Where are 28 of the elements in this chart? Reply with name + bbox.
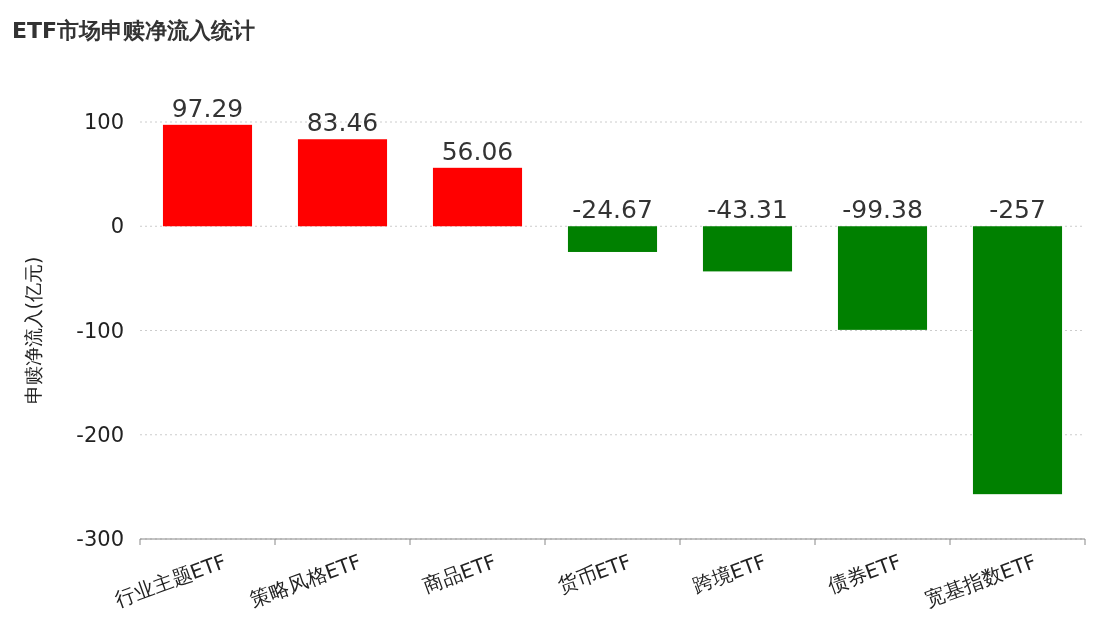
bar <box>972 226 1063 495</box>
y-tick-label: 100 <box>83 110 124 134</box>
data-label: -99.38 <box>842 195 923 225</box>
x-tick-label: 债券ETF <box>824 549 905 598</box>
x-tick-label: 策略风格ETF <box>246 549 365 612</box>
data-label: 56.06 <box>441 136 514 166</box>
data-label: -43.31 <box>707 195 788 225</box>
bar <box>702 226 793 272</box>
data-label: -24.67 <box>572 195 653 225</box>
bar <box>297 139 388 227</box>
y-tick-label: -100 <box>76 318 124 343</box>
x-tick-label: 跨境ETF <box>689 549 770 598</box>
bar <box>432 167 523 227</box>
bar <box>837 226 928 330</box>
y-tick-label: -200 <box>76 422 124 447</box>
data-label: 97.29 <box>171 93 244 123</box>
x-tick-label: 商品ETF <box>419 549 500 598</box>
y-axis-title: 申赎净流入(亿元) <box>22 256 44 405</box>
x-tick-label: 行业主题ETF <box>111 549 230 612</box>
data-label: -257 <box>989 195 1046 225</box>
bar <box>567 226 658 252</box>
bar <box>162 124 253 227</box>
y-tick-label: 0 <box>110 214 124 239</box>
data-label: 83.46 <box>306 108 379 138</box>
y-tick-label: -300 <box>76 527 124 551</box>
x-tick-label: 货币ETF <box>554 549 635 598</box>
x-tick-label: 宽基指数ETF <box>921 549 1040 612</box>
chart-title: ETF市场申赎净流入统计 <box>12 18 256 43</box>
